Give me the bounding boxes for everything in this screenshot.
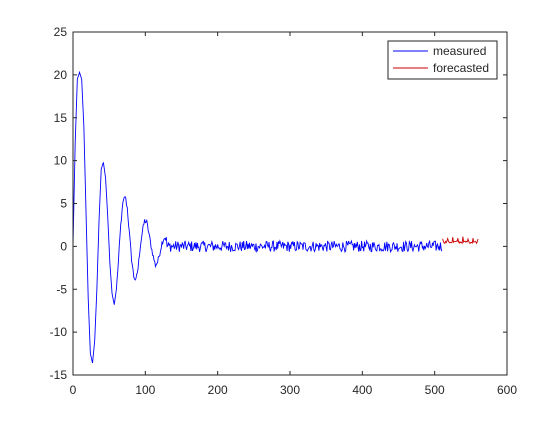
y-tick-label: -5 — [56, 282, 67, 296]
y-tick-label: 25 — [54, 25, 68, 39]
x-tick-label: 100 — [135, 383, 155, 397]
y-tick-label: 10 — [54, 154, 68, 168]
y-tick-label: 15 — [54, 111, 68, 125]
legend-box — [387, 40, 498, 80]
y-tick-label: 20 — [54, 68, 68, 82]
x-tick-label: 0 — [70, 383, 77, 397]
y-tick-label: 0 — [60, 239, 67, 253]
y-tick-label: -15 — [50, 368, 68, 382]
y-axis: -15 -10 -5 0 5 10 15 20 25 — [50, 25, 507, 382]
y-tick-label: 5 — [60, 197, 67, 211]
legend: measured forecasted — [387, 40, 498, 80]
x-tick-label: 600 — [497, 383, 517, 397]
legend-label-forecasted: forecasted — [433, 61, 489, 75]
plot-area — [73, 32, 507, 375]
y-tick-label: -10 — [50, 325, 68, 339]
x-tick-label: 200 — [208, 383, 228, 397]
x-axis: 0 100 200 300 400 500 600 — [70, 32, 517, 397]
series-line-forecasted — [442, 236, 479, 245]
series-layer — [72, 70, 479, 364]
legend-label-measured: measured — [433, 44, 486, 58]
x-tick-label: 300 — [280, 383, 300, 397]
series-line-measured — [72, 70, 443, 364]
x-tick-label: 500 — [425, 383, 445, 397]
x-tick-label: 400 — [352, 383, 372, 397]
